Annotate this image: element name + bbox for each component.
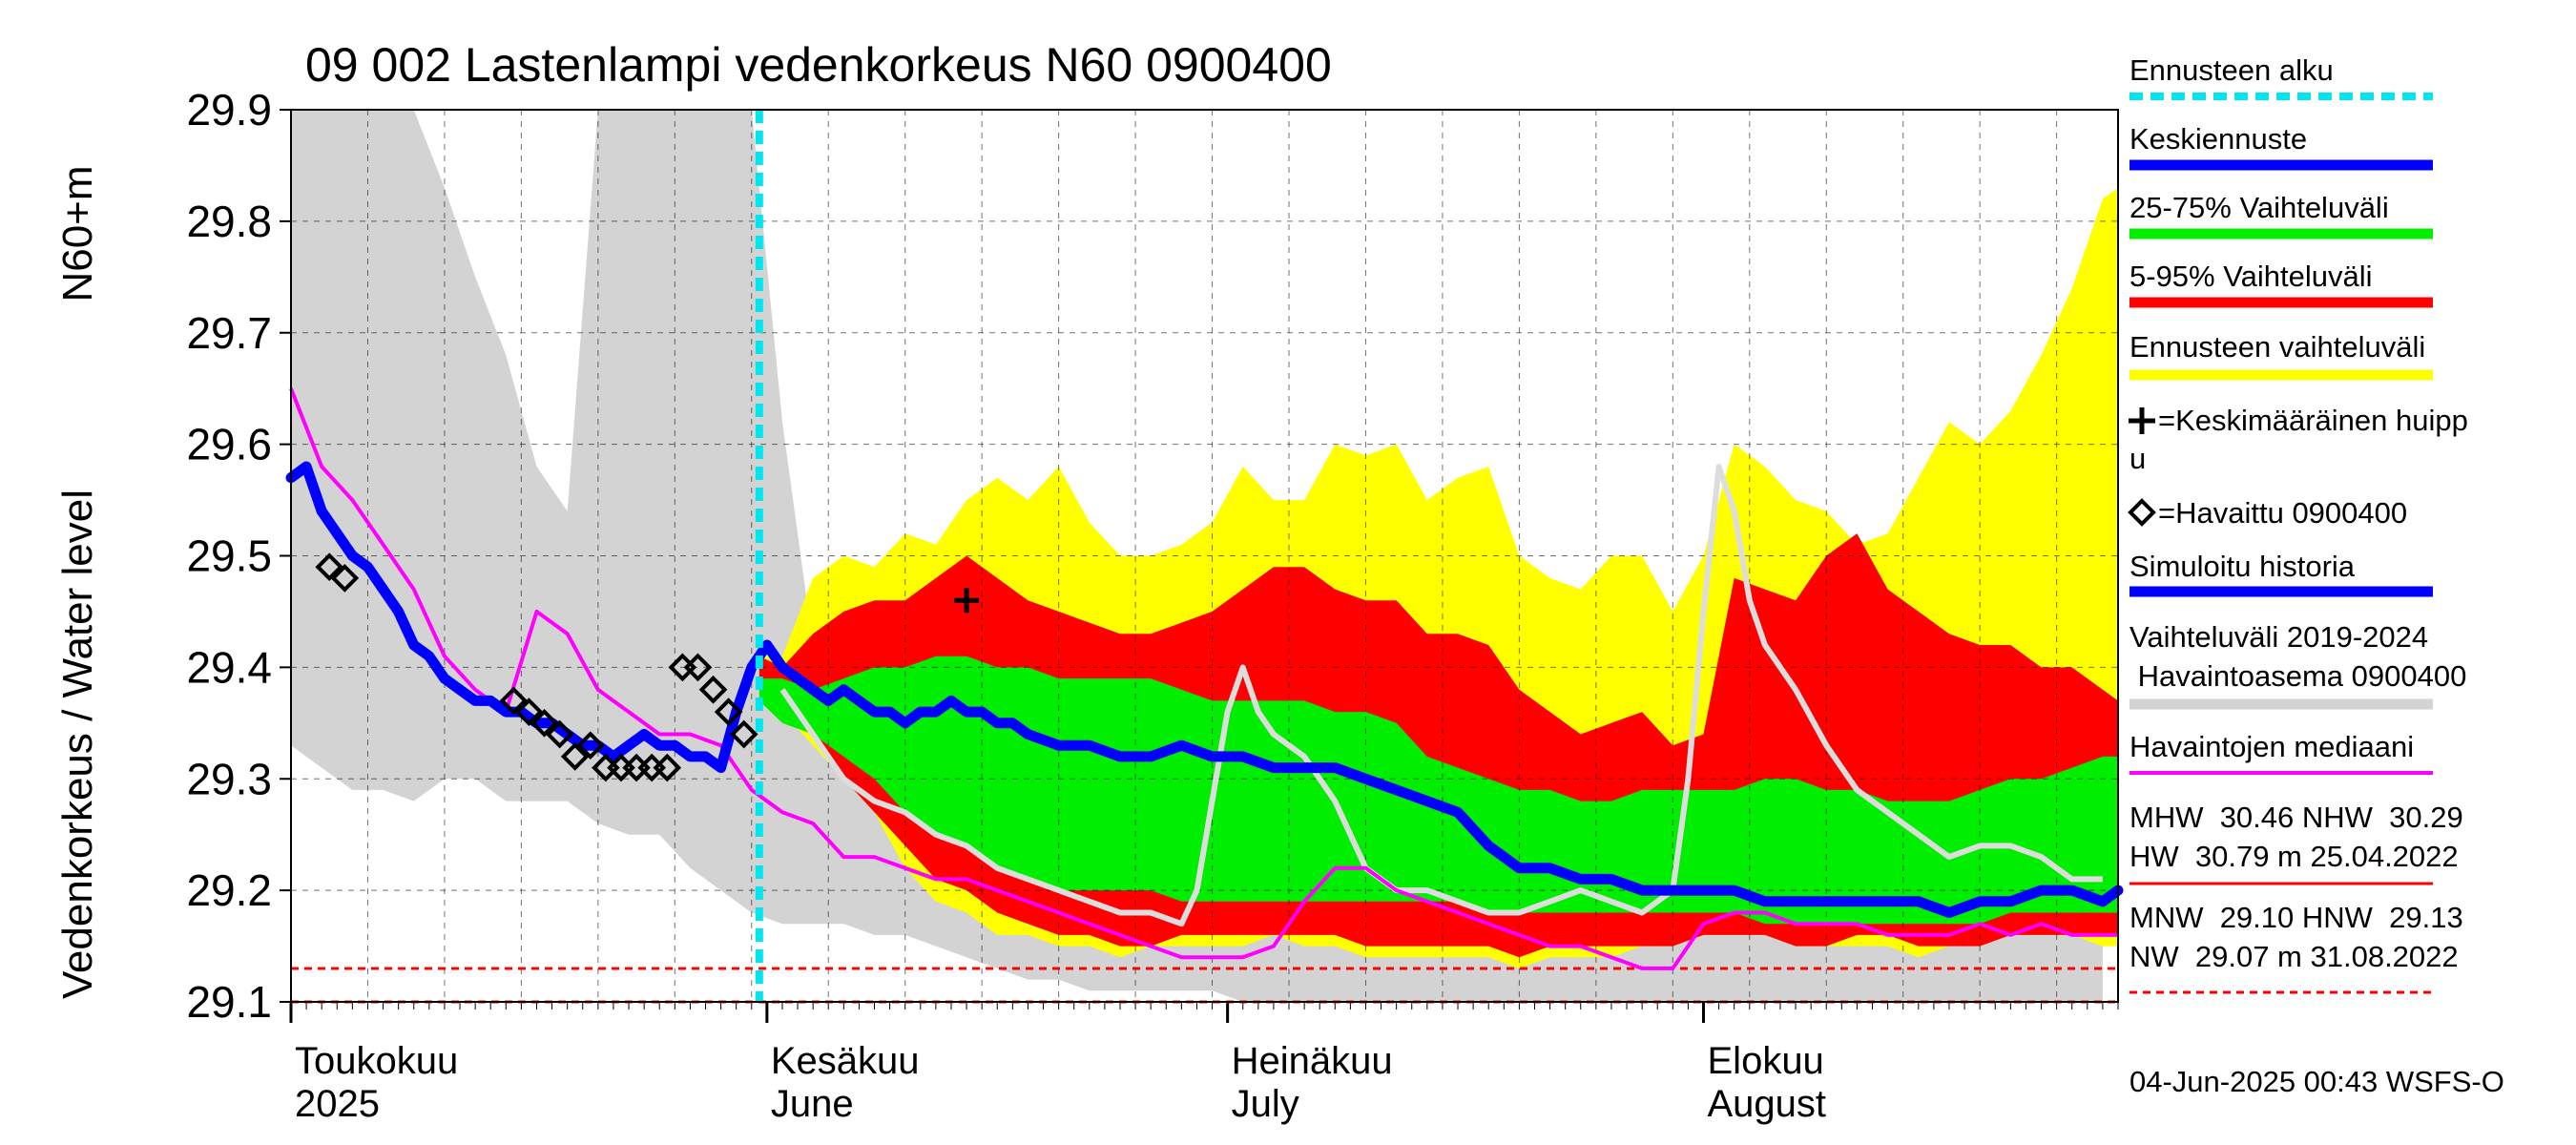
timestamp: 04-Jun-2025 00:43 WSFS-O (2129, 1065, 2504, 1098)
y-tick-label-1: 29.2 (186, 865, 272, 915)
legend-keskiennuste: Keskiennuste (2129, 122, 2307, 156)
legend-5-95: 5-95% Vaihteluväli (2129, 260, 2372, 293)
legend: Ennusteen alku Keskiennuste 25-75% Vaiht… (2128, 53, 2468, 994)
legend-stats-mhw: MHW 30.46 NHW 30.29 (2129, 801, 2463, 834)
month-sublabel-2: July (1232, 1083, 1299, 1125)
legend-stats-nw: NW 29.07 m 31.08.2022 (2129, 940, 2459, 973)
month-label-0: Toukokuu (295, 1040, 458, 1082)
legend-peak-icon (2129, 407, 2155, 434)
observation-marker-14 (683, 653, 713, 682)
observation-marker-3 (514, 697, 544, 726)
y-tick-label-6: 29.7 (186, 308, 272, 358)
y-tick-label-5: 29.6 (186, 420, 272, 469)
legend-ennusteen-alku: Ennusteen alku (2129, 53, 2334, 87)
observation-marker-1 (330, 564, 360, 593)
observation-marker-6 (560, 742, 590, 771)
legend-observed-icon (2128, 498, 2156, 527)
legend-havaintoasema: Havaintoasema 0900400 (2129, 659, 2466, 693)
y-axis-unit-label: N60+m (54, 165, 101, 302)
month-label-1: Kesäkuu (771, 1040, 920, 1082)
observation-marker-5 (545, 719, 574, 749)
band-green (758, 656, 2118, 925)
observation-marker-17 (729, 719, 758, 749)
legend-simuloitu-historia: Simuloitu historia (2129, 550, 2356, 583)
observation-marker-7 (575, 731, 605, 760)
month-sublabel-0: 2025 (295, 1083, 380, 1125)
legend-keskimaarainen-huippu-cont: u (2129, 442, 2146, 475)
observation-marker-2 (499, 686, 529, 716)
month-label-2: Heinäkuu (1232, 1040, 1393, 1082)
legend-havaittu: =Havaittu 0900400 (2158, 496, 2407, 530)
observation-marker-12 (653, 753, 682, 782)
legend-stats-mnw: MNW 29.10 HNW 29.13 (2129, 901, 2463, 934)
y-tick-label-8: 29.9 (186, 85, 272, 135)
month-sublabel-1: June (771, 1083, 854, 1125)
series-havaintojen-mediaani-line (289, 387, 2118, 970)
legend-ennusteen-vaihteluvali: Ennusteen vaihteluväli (2129, 330, 2425, 364)
mean-peak-marker (954, 588, 980, 614)
legend-vaihteluvali-2019-2024: Vaihteluväli 2019-2024 (2129, 620, 2428, 654)
series-simuloitu-historia-line (285, 461, 2124, 918)
observation-marker-4 (530, 708, 559, 738)
month-sublabel-3: August (1708, 1083, 1827, 1125)
observation-marker-15 (698, 675, 728, 704)
legend-stats-hw: HW 30.79 m 25.04.2022 (2129, 840, 2459, 873)
observation-marker-0 (315, 552, 344, 582)
series-vaihteluvali-mid-line (779, 464, 2103, 927)
chart-title: 09 002 Lastenlampi vedenkorkeus N60 0900… (305, 38, 1332, 92)
plot-area (285, 109, 2124, 1023)
observation-marker-16 (714, 697, 743, 726)
legend-keskimaarainen-huippu: =Keskimääräinen huipp (2158, 404, 2468, 437)
legend-havaintojen-mediaani: Havaintojen mediaani (2129, 730, 2414, 763)
y-tick-label-2: 29.3 (186, 754, 272, 803)
month-label-3: Elokuu (1708, 1040, 1824, 1082)
y-tick-label-3: 29.4 (186, 642, 272, 692)
y-tick-label-4: 29.5 (186, 531, 272, 581)
legend-25-75: 25-75% Vaihteluväli (2129, 191, 2389, 224)
y-tick-label-0: 29.1 (186, 977, 272, 1027)
y-axis-label: Vedenkorkeus / Water level (54, 489, 101, 999)
y-tick-label-7: 29.8 (186, 197, 272, 246)
